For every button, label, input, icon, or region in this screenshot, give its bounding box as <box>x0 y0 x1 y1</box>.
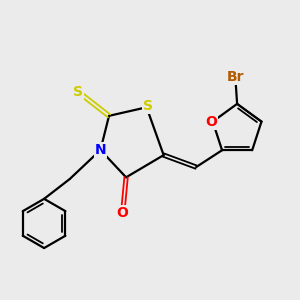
Text: S: S <box>73 85 83 99</box>
Text: Br: Br <box>227 70 244 83</box>
Text: S: S <box>143 99 153 112</box>
Text: N: N <box>95 143 106 157</box>
Text: O: O <box>205 115 217 129</box>
Text: O: O <box>117 206 129 220</box>
